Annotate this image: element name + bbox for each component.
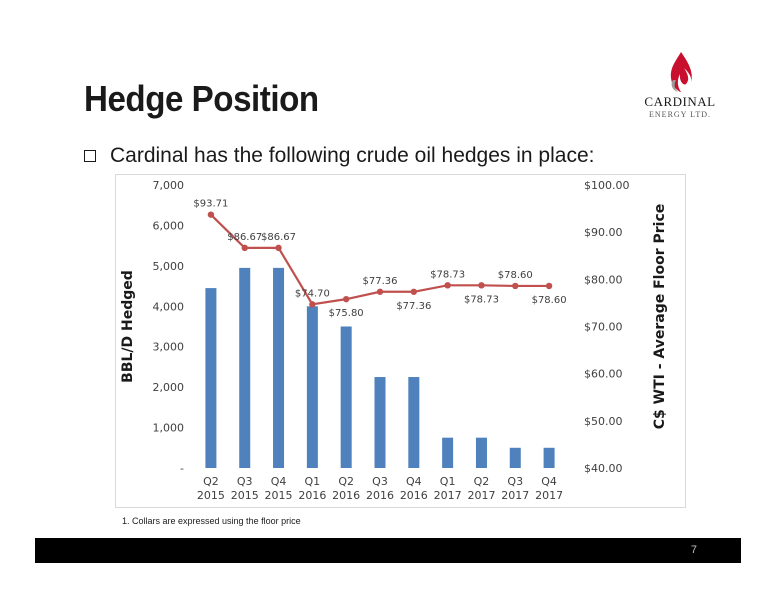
bullet-item: Cardinal has the following crude oil hed… [84,144,594,168]
x-tick-label: Q1 [305,475,321,488]
x-tick-label-year: 2016 [332,489,360,502]
line-point [241,244,248,252]
logo-wordmark: CARDINAL [644,94,716,109]
y-tick-label: 2,000 [153,381,185,394]
y-tick-label: 4,000 [153,300,185,313]
line-point [444,282,451,289]
bullet-text: Cardinal has the following crude oil hed… [110,144,595,167]
y-tick-label: - [180,462,184,475]
line-point [309,301,316,308]
bar [306,306,318,468]
x-tick-label: Q3 [237,475,253,488]
x-tick-label-year: 2017 [501,489,529,502]
y2-axis-title: C$ WTI - Average Floor Price [652,204,668,429]
bar [374,377,386,468]
bar [239,267,251,468]
data-label: $78.60 [498,270,533,281]
footer-bar: 7 [35,538,741,563]
data-label: $77.36 [363,276,398,287]
logo-subtitle: ENERGY LTD. [649,110,711,119]
footnote: 1. Collars are expressed using the floor… [122,516,301,526]
line-point [342,295,350,303]
x-tick-label: Q4 [541,475,557,488]
hedge-chart-svg: - 1,000 2,000 3,000 4,000 5,000 6,000 7,000 $40.… [120,179,668,502]
data-label: $74.70 [295,288,330,299]
checkbox-bullet-icon [84,150,96,162]
x-tick-label-year: 2015 [265,489,293,502]
x-tick-label: Q2 [474,475,490,488]
flame-logo-icon [670,52,692,92]
y2-tick-label: $70.00 [584,321,623,334]
y2-tick-label: $100.00 [584,179,630,192]
x-tick-label-year: 2016 [400,489,428,502]
x-tick-label-year: 2016 [298,489,326,502]
x-tick-label-year: 2016 [366,489,394,502]
x-tick-label: Q2 [338,475,354,488]
bar [205,288,217,468]
y-tick-label: 7,000 [153,179,185,192]
bar [509,447,521,468]
y-axis-title: BBL/D Hedged [120,270,136,383]
data-label: $86.67 [261,232,296,243]
data-label: $78.73 [464,294,499,305]
y2-tick-label: $40.00 [584,462,623,475]
y2-tick-label: $50.00 [584,415,623,428]
y-tick-label: 6,000 [153,219,185,232]
line-point [275,244,282,252]
bar [408,377,420,468]
x-tick-label: Q3 [507,475,523,488]
line-point [545,282,553,290]
bar [442,437,454,468]
x-tick-label-year: 2017 [467,489,495,502]
page-title: Hedge Position [84,78,319,119]
y2-tick-label: $90.00 [584,226,623,239]
bar [273,267,285,468]
y-tick-label: 3,000 [153,341,185,354]
y-tick-label: 1,000 [153,422,185,435]
x-tick-label-year: 2017 [434,489,462,502]
company-logo: CARDINAL ENERGY LTD. [640,50,720,130]
bar [543,447,555,468]
page-number: 7 [690,544,697,556]
line-point [207,211,215,218]
hedge-chart: - 1,000 2,000 3,000 4,000 5,000 6,000 7,000 $40.… [115,174,686,508]
x-tick-label: Q2 [203,475,219,488]
x-tick-label: Q3 [372,475,388,488]
y2-tick-label: $60.00 [584,368,623,381]
line-point [410,288,418,295]
bar [340,326,352,468]
data-label: $78.73 [430,269,465,280]
y-tick-label: 5,000 [153,260,185,273]
line-point [512,282,519,290]
data-label: $75.80 [329,308,364,319]
x-tick-label-year: 2017 [535,489,563,502]
x-tick-label: Q4 [406,475,422,488]
line-point [478,282,485,289]
x-tick-label: Q1 [440,475,456,488]
data-label: $86.67 [227,232,262,243]
data-label: $77.36 [396,301,431,312]
y2-tick-label: $80.00 [584,273,623,286]
bar [475,437,487,468]
x-tick-label-year: 2015 [197,489,225,502]
data-label: $93.71 [193,199,228,210]
x-tick-label: Q4 [271,475,287,488]
data-label: $78.60 [532,295,567,306]
line-point [376,288,384,295]
x-tick-label-year: 2015 [231,489,259,502]
